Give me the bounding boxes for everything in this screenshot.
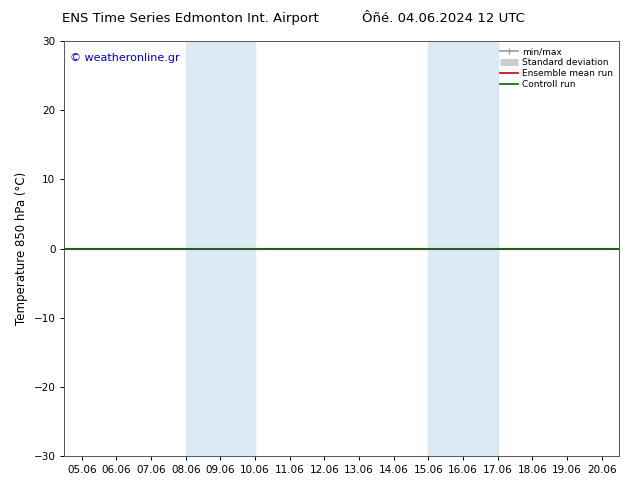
Legend: min/max, Standard deviation, Ensemble mean run, Controll run: min/max, Standard deviation, Ensemble me… bbox=[498, 46, 614, 91]
Text: ENS Time Series Edmonton Int. Airport: ENS Time Series Edmonton Int. Airport bbox=[62, 12, 318, 25]
Text: Ôñé. 04.06.2024 12 UTC: Ôñé. 04.06.2024 12 UTC bbox=[363, 12, 525, 25]
Bar bbox=[186, 41, 255, 456]
Text: © weatheronline.gr: © weatheronline.gr bbox=[70, 53, 179, 64]
Y-axis label: Temperature 850 hPa (°C): Temperature 850 hPa (°C) bbox=[15, 172, 28, 325]
Bar bbox=[429, 41, 498, 456]
